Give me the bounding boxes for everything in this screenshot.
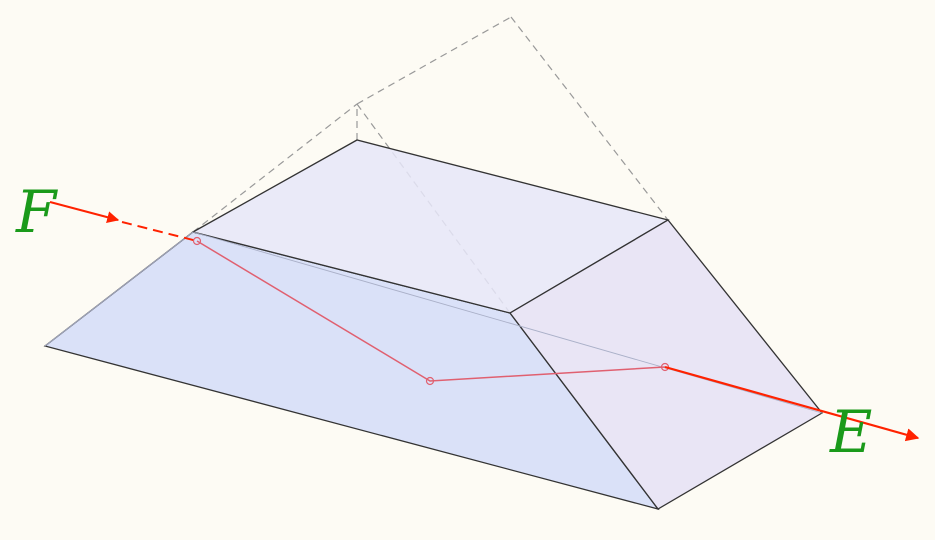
hidden-edge-2 xyxy=(356,16,512,105)
back-edge-base xyxy=(192,231,823,414)
back-edge-bottom xyxy=(44,231,194,347)
internal-ray-path xyxy=(196,240,666,382)
hidden-edge-1 xyxy=(192,103,358,233)
label-exit: E xyxy=(829,398,872,466)
outgoing-ray xyxy=(664,365,920,442)
incoming-ray xyxy=(49,201,120,224)
label-entry: F xyxy=(15,178,58,246)
back-edges xyxy=(44,231,823,414)
reflection-point xyxy=(425,376,435,386)
hidden-edges xyxy=(192,16,669,314)
incoming-ray-dash xyxy=(121,221,198,242)
hidden-edge-3 xyxy=(510,16,669,221)
entry-point xyxy=(192,236,202,246)
